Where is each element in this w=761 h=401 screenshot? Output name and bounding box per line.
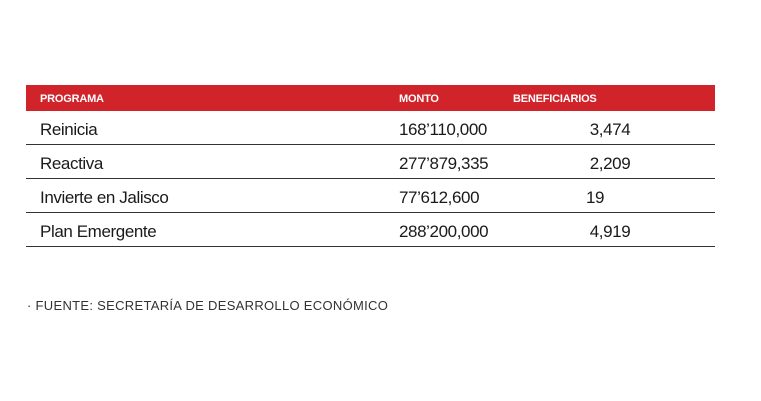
table-row: Reinicia 168’110,000 3,474 [26, 111, 715, 145]
cell-monto: 168’110,000 [399, 120, 487, 139]
cell-monto: 288’200,000 [399, 222, 489, 241]
header-programa: PROGRAMA [40, 93, 104, 105]
cell-programa: Invierte en Jalisco [40, 188, 169, 207]
cell-programa: Reinicia [40, 120, 98, 139]
cell-monto: 277’879,335 [399, 154, 489, 173]
header-beneficiarios: BENEFICIARIOS [513, 93, 597, 105]
cell-monto: 77’612,600 [399, 188, 480, 207]
programs-table: PROGRAMA MONTO BENEFICIARIOS Reinicia 16… [26, 85, 715, 247]
table-header: PROGRAMA MONTO BENEFICIARIOS [26, 85, 715, 111]
cell-beneficiarios: 3,474 [589, 120, 631, 139]
source-note: · FUENTE: SECRETARÍA DE DESARROLLO ECONÓ… [27, 298, 389, 313]
cell-programa: Reactiva [40, 154, 103, 173]
cell-beneficiarios: 2,209 [589, 154, 631, 173]
cell-programa: Plan Emergente [40, 222, 157, 241]
table-row: Invierte en Jalisco 77’612,600 19 [26, 179, 715, 213]
header-monto: MONTO [399, 93, 439, 105]
cell-beneficiarios: 4,919 [589, 222, 631, 241]
cell-beneficiarios: 19 [585, 188, 605, 207]
table-row: Reactiva 277’879,335 2,209 [26, 145, 715, 179]
table-row: Plan Emergente 288’200,000 4,919 [26, 213, 715, 247]
